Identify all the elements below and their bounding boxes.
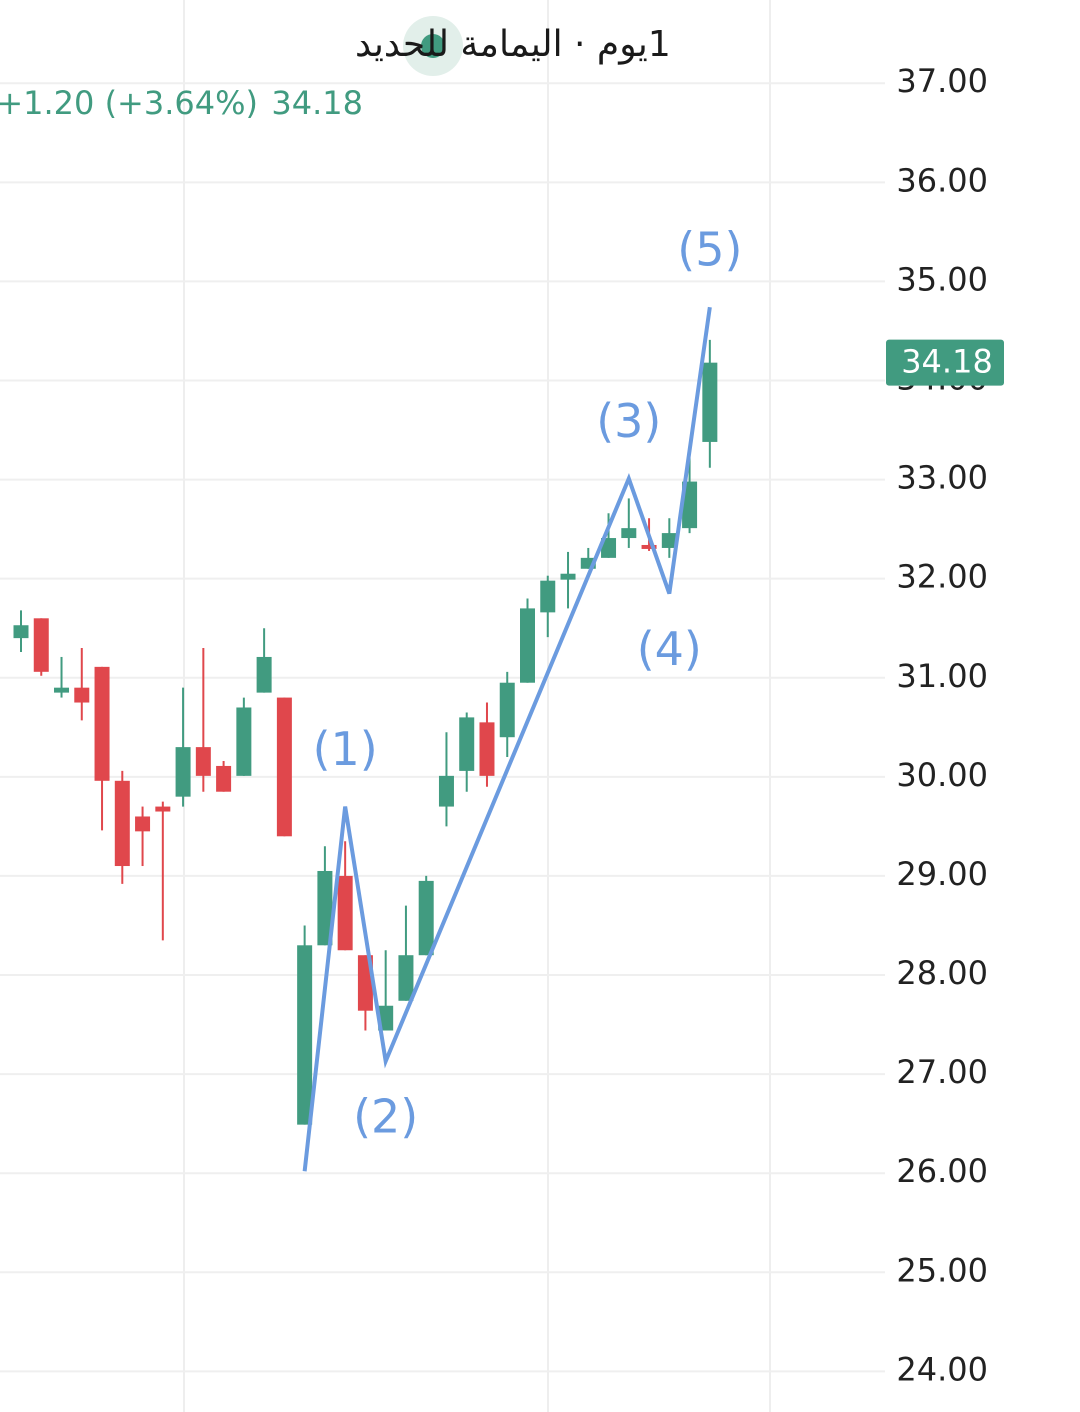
y-tick-label: 35.00: [896, 260, 988, 298]
y-tick-label: 30.00: [896, 756, 988, 794]
candle-body: [702, 362, 718, 442]
wave: (1) (2) (3) (4) (5): [302, 223, 742, 1172]
candle-body: [378, 1005, 394, 1031]
chart-title: 1يوم · اليمامة للحديد: [355, 24, 671, 65]
y-tick-label: 26.00: [896, 1152, 988, 1190]
y-tick-label: 32.00: [896, 558, 988, 596]
candle-body: [74, 687, 90, 703]
price-change: +1.20 (+3.64%): [0, 84, 258, 122]
candle-body: [13, 625, 29, 639]
wave-label: (1): [313, 722, 378, 776]
candle-body: [114, 780, 130, 867]
last-price: 34.18: [271, 84, 363, 122]
wave-line: [302, 306, 712, 1172]
candle-body: [297, 945, 313, 1125]
candle-body: [621, 528, 637, 539]
price-tag: [886, 339, 1004, 386]
wave-label: (3): [596, 394, 661, 448]
candle-body: [520, 608, 535, 683]
candles: [13, 339, 718, 1125]
candle-body: [479, 722, 495, 776]
candle-body: [256, 656, 272, 693]
candle-body: [216, 765, 232, 792]
candle-body: [337, 875, 353, 951]
wave-label: (4): [637, 622, 702, 676]
wave-label: (5): [677, 223, 742, 277]
y-tick-label: 36.00: [896, 161, 988, 199]
candle-body: [236, 707, 252, 776]
grid: [0, 82, 885, 1373]
candle-body: [135, 816, 151, 832]
wave-label: (2): [353, 1090, 418, 1144]
y-tick-label: 37.00: [896, 62, 988, 100]
y-tick-label: 24.00: [896, 1350, 988, 1388]
candle-body: [418, 880, 434, 956]
candle-body: [641, 544, 657, 549]
y-tick-label: 29.00: [896, 855, 988, 893]
candle-body: [499, 682, 515, 738]
candle-body: [33, 618, 49, 672]
y-tick-label: 28.00: [896, 954, 988, 992]
candle-body: [661, 533, 677, 548]
y-axis: 24.00 25.00 26.00 27.00 28.00 29.00 30.00 31.00…: [886, 62, 1004, 1388]
candle-body: [459, 717, 475, 771]
candle-body: [560, 573, 576, 580]
candle-body: [54, 687, 70, 693]
y-tick-label: 27.00: [896, 1053, 988, 1091]
y-tick-label: 25.00: [896, 1251, 988, 1289]
status-dot: [421, 34, 445, 58]
candle-body: [175, 747, 191, 797]
candle-body: [398, 955, 414, 1001]
price-tag-label: 34.18: [901, 343, 993, 381]
candle-body: [438, 775, 454, 807]
candle-body: [601, 538, 617, 558]
candle-body: [580, 557, 596, 569]
candle-body: [682, 481, 698, 529]
candle-body: [94, 666, 110, 781]
y-tick-label: 33.00: [896, 459, 988, 497]
candle-body: [540, 580, 556, 613]
candle-body: [317, 870, 333, 946]
candle-body: [195, 747, 211, 776]
candle-body: [155, 806, 171, 812]
candle-body: [276, 697, 292, 837]
y-tick-label: 31.00: [896, 657, 988, 695]
